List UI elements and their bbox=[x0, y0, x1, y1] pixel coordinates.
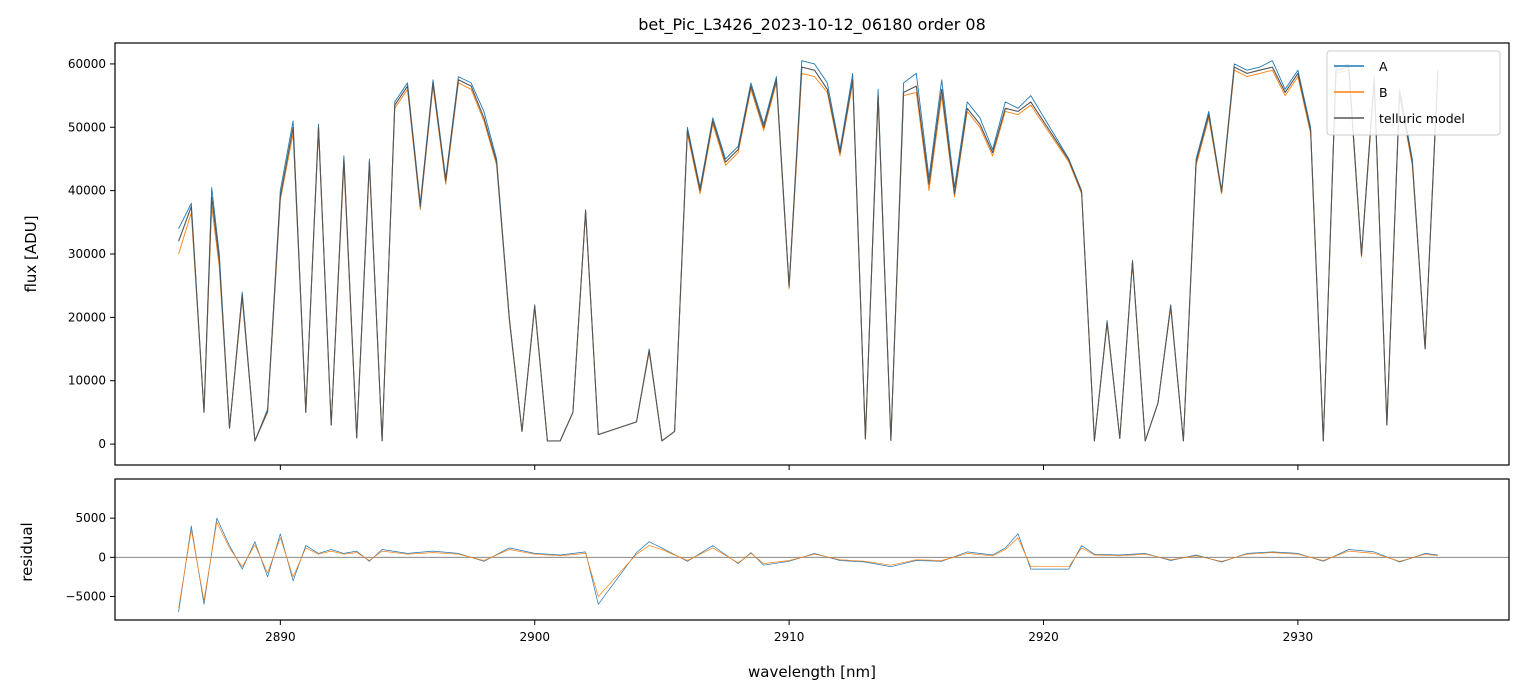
flux-line-telluric-model bbox=[178, 66, 1439, 442]
residual-y-axis-label: residual bbox=[18, 522, 36, 581]
legend-label-a: A bbox=[1379, 59, 1388, 74]
x-axis-label: wavelength [nm] bbox=[748, 663, 876, 681]
residual-y-tick-label: 0 bbox=[98, 550, 106, 564]
residual-line-b bbox=[178, 521, 1438, 609]
legend-label-telluric: telluric model bbox=[1379, 111, 1465, 126]
residual-y-tick-label: 5000 bbox=[75, 511, 106, 525]
legend-label-b: B bbox=[1379, 85, 1388, 100]
residual-series bbox=[178, 517, 1438, 613]
flux-y-ticks: 0 10000 20000 30000 40000 50000 60000 bbox=[68, 57, 115, 451]
legend: A B telluric model bbox=[1326, 50, 1501, 136]
residual-x-tick-label: 2900 bbox=[519, 630, 550, 644]
chart-title: bet_Pic_L3426_2023-10-12_06180 order 08 bbox=[638, 15, 986, 35]
flux-y-tick-label: 10000 bbox=[68, 374, 106, 388]
residual-axes-frame bbox=[114, 478, 1510, 621]
legend-entry-a: A bbox=[1334, 59, 1388, 74]
residual-y-ticks: −5000 0 5000 bbox=[65, 511, 115, 604]
residual-y-tick-label: −5000 bbox=[65, 590, 106, 604]
legend-entry-b: B bbox=[1334, 85, 1388, 100]
residual-x-ticks: 2890 2900 2910 2920 2930 bbox=[265, 620, 1313, 644]
flux-y-tick-label: 20000 bbox=[68, 310, 106, 324]
legend-entry-telluric: telluric model bbox=[1334, 111, 1465, 126]
flux-line-b bbox=[178, 69, 1439, 442]
residual-x-tick-label: 2890 bbox=[265, 630, 296, 644]
flux-y-axis-label: flux [ADU] bbox=[22, 215, 40, 292]
residual-x-tick-label: 2910 bbox=[774, 630, 805, 644]
flux-panel: 0 10000 20000 30000 40000 50000 60000 flux [AD… bbox=[22, 42, 1510, 470]
flux-y-tick-label: 40000 bbox=[68, 184, 106, 198]
flux-line-a bbox=[178, 60, 1439, 442]
flux-y-tick-label: 60000 bbox=[68, 57, 106, 71]
legend-box bbox=[1326, 50, 1501, 136]
flux-y-tick-label: 50000 bbox=[68, 120, 106, 134]
flux-y-tick-label: 30000 bbox=[68, 247, 106, 261]
residual-x-tick-label: 2920 bbox=[1028, 630, 1059, 644]
residual-x-tick-label: 2930 bbox=[1283, 630, 1314, 644]
residual-panel: −5000 0 5000 2890 2900 2910 2920 2930 residual… bbox=[18, 478, 1510, 681]
flux-x-ticks bbox=[279, 465, 1299, 470]
flux-y-tick-label: 0 bbox=[98, 437, 106, 451]
flux-series bbox=[178, 60, 1439, 442]
residual-line-a bbox=[178, 517, 1438, 613]
